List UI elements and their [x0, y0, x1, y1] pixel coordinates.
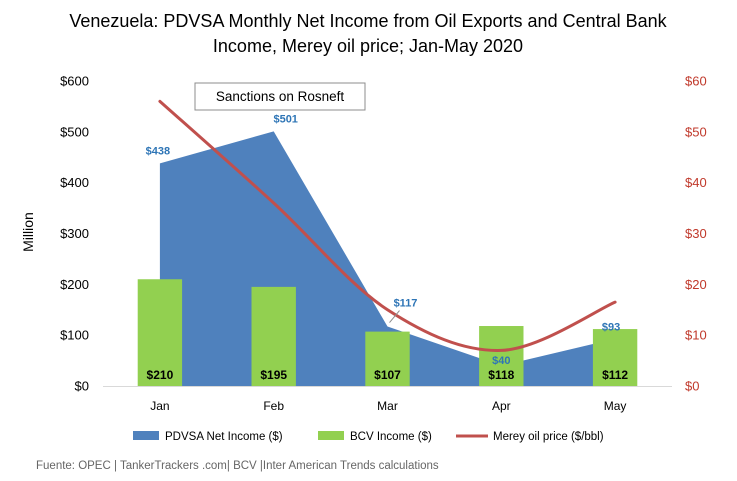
y2-tick-label: $50	[685, 124, 707, 139]
annotation-box	[194, 82, 366, 111]
y2-tick-label: $20	[685, 277, 707, 292]
bcv-bar	[479, 326, 524, 386]
chart-title-line-1: Venezuela: PDVSA Monthly Net Income from…	[69, 11, 667, 31]
y-axis-left-ticks: $0 $100 $200 $300 $400 $500 $600	[60, 74, 89, 394]
y-tick-label: $0	[75, 379, 89, 394]
bcv-data-label: $118	[488, 368, 514, 382]
chart-title: Venezuela: PDVSA Monthly Net Income from…	[69, 11, 667, 56]
y2-tick-label: $40	[685, 175, 707, 190]
bcv-data-label: $107	[374, 368, 401, 382]
y-axis-right-ticks: $0 $10 $20 $30 $40 $50 $60	[685, 74, 707, 394]
y2-tick-label: $10	[685, 328, 707, 343]
pdvsa-data-label: $117	[394, 298, 418, 310]
x-tick-label: Mar	[377, 399, 398, 413]
x-tick-label: Feb	[263, 399, 284, 413]
y-tick-label: $600	[60, 74, 89, 89]
label-leader-line	[389, 310, 400, 323]
y2-tick-label: $30	[685, 226, 707, 241]
bcv-bar	[592, 329, 638, 386]
y2-tick-label: $0	[685, 379, 699, 394]
y-tick-label: $100	[60, 328, 89, 343]
y-tick-label: $400	[60, 175, 89, 190]
x-axis-ticks: Jan Feb Mar Apr May	[150, 399, 626, 413]
pdvsa-data-label: $438	[146, 145, 170, 157]
sanctions-annotation: Sanctions on Rosneft	[194, 82, 366, 111]
merey-line-layer	[158, 99, 617, 352]
y2-tick-label: $60	[685, 74, 707, 89]
bcv-bar	[251, 286, 296, 386]
bcv-data-label: $112	[602, 368, 628, 382]
bcv-label-layer: $210 $195 $107 $118 $112	[147, 368, 629, 382]
x-tick-label: May	[604, 399, 627, 413]
legend-label-pdvsa: PDVSA Net Income ($)	[165, 431, 283, 443]
x-tick-label: Apr	[492, 399, 511, 413]
source-note: Fuente: OPEC | TankerTrackers .com| BCV …	[36, 460, 439, 472]
bcv-bar	[365, 331, 410, 386]
merey-line	[158, 99, 617, 352]
bcv-data-label: $210	[147, 368, 174, 382]
legend-swatch-bcv	[318, 431, 344, 440]
chart-title-line-2: Income, Merey oil price; Jan-May 2020	[213, 36, 523, 56]
annotation-text: Sanctions on Rosneft	[216, 89, 345, 104]
chart-legend: PDVSA Net Income ($) BCV Income ($) Mere…	[133, 431, 604, 443]
y-tick-label: $300	[60, 226, 89, 241]
bcv-bar-layer	[137, 279, 638, 386]
bcv-bar	[137, 279, 183, 386]
y-tick-label: $200	[60, 277, 89, 292]
bcv-data-label: $195	[260, 368, 287, 382]
x-tick-label: Jan	[150, 399, 169, 413]
legend-swatch-pdvsa	[133, 431, 159, 440]
legend-label-bcv: BCV Income ($)	[350, 431, 432, 443]
legend-label-merey: Merey oil price ($/bbl)	[493, 431, 604, 443]
y-tick-label: $500	[60, 124, 89, 139]
y-axis-label: Million	[20, 212, 36, 252]
pdvsa-label-layer: $438 $501 $117 $40 $93	[146, 113, 621, 367]
pdvsa-data-label: $40	[492, 355, 510, 367]
pdvsa-data-label: $93	[602, 322, 620, 334]
pdvsa-data-label: $501	[273, 113, 297, 125]
